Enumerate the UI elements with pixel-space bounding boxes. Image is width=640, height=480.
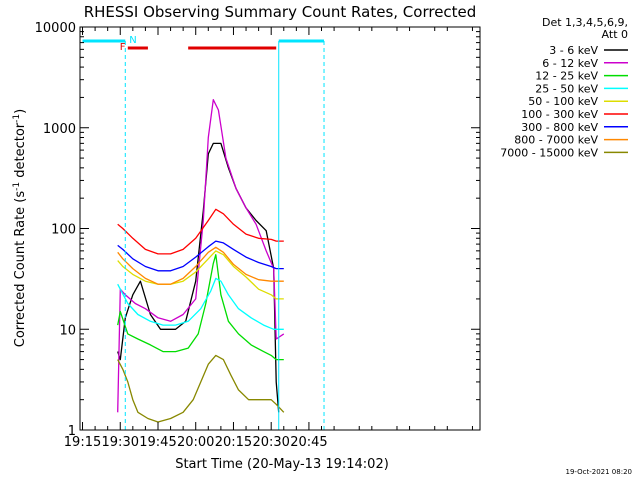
series-line-7: [117, 246, 284, 285]
legend-label-0: 3 - 6 keV: [549, 44, 598, 57]
series-layer: [117, 99, 285, 423]
series-line-3: [117, 277, 284, 330]
x-tick-label: 19:15: [64, 435, 101, 450]
y-axis-label-part3: ): [13, 109, 28, 114]
y-tick-label: 1000: [43, 122, 76, 137]
legend-label-8: 7000 - 15000 keV: [500, 146, 598, 159]
y-tick-label: 1: [68, 424, 76, 439]
legend-label-2: 12 - 25 keV: [535, 70, 598, 83]
x-tick-label: 19:30: [102, 435, 139, 450]
legend-header-attenuator: Att 0: [602, 28, 628, 41]
y-tick-label: 100: [51, 223, 76, 238]
series-line-6: [117, 240, 284, 272]
x-tick-label: 20:30: [252, 435, 289, 450]
x-tick-label: 20:15: [215, 435, 252, 450]
y-tick-label: 10: [59, 323, 76, 338]
series-line-4: [117, 250, 284, 300]
y-axis-label-sup2: -1: [12, 114, 22, 123]
legend-label-3: 25 - 50 keV: [535, 82, 598, 95]
series-line-2: [117, 254, 284, 361]
x-axis-label: Start Time (20-May-13 19:14:02): [175, 457, 389, 472]
chart-title: RHESSI Observing Summary Count Rates, Co…: [84, 3, 477, 21]
axes-layer: 19:15 19:30 19:45 20:00 20:15 20:30 20:45 1 10 10…: [35, 21, 480, 450]
x-tick-label: 20:45: [290, 435, 327, 450]
legend-label-1: 6 - 12 keV: [542, 57, 598, 70]
series-line-5: [117, 208, 284, 255]
y-tick-label: 10000: [35, 21, 76, 36]
y-axis-label-sup1: -1: [12, 182, 22, 191]
legend-header-detectors: Det 1,3,4,5,6,9,: [542, 16, 628, 29]
legend-label-6: 300 - 800 keV: [521, 121, 598, 134]
y-axis-label: Corrected Count Rate (s-1 detector-1): [12, 109, 28, 347]
legend-label-7: 800 - 7000 keV: [514, 134, 598, 147]
x-tick-label: 20:00: [177, 435, 214, 450]
legend-label-4: 50 - 100 keV: [528, 95, 598, 108]
flare-marker-label: F: [120, 42, 126, 53]
footer-date: 19-Oct-2021 08:20: [566, 468, 632, 476]
annotation-layer: NF: [82, 35, 325, 430]
series-line-1: [117, 99, 285, 413]
x-tick-label: 19:45: [139, 435, 176, 450]
y-axis-label-part1: Corrected Count Rate (s: [13, 191, 28, 348]
y-axis-label-part2: detector: [13, 122, 28, 182]
night-marker-label: N: [129, 35, 136, 46]
series-line-8: [117, 354, 285, 423]
legend-label-5: 100 - 300 keV: [521, 108, 598, 121]
